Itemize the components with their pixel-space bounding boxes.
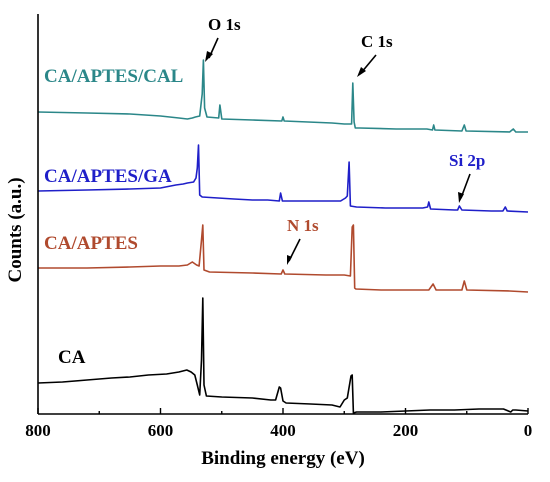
annotation-o1s: O 1s	[208, 15, 241, 34]
series-line-ca-aptes-ga	[37, 144, 529, 213]
arrow-si2p	[458, 173, 471, 203]
x-tick-label-800: 800	[25, 421, 51, 440]
arrow-n1s	[287, 238, 301, 265]
x-ticks: 800 600 400 200 0	[25, 408, 532, 440]
series-line-ca-aptes	[38, 224, 529, 293]
arrow-c1s	[357, 54, 377, 77]
series-label-ca-aptes: CA/APTES	[44, 233, 138, 254]
y-axis-title: Counts (a.u.)	[5, 177, 26, 282]
x-tick-label-400: 400	[270, 421, 296, 440]
series-label-ca-aptes-ga: CA/APTES/GA	[44, 166, 172, 187]
series-label-ca-aptes-cal: CA/APTES/CAL	[44, 66, 183, 87]
annotation-c1s: C 1s	[361, 32, 393, 51]
series-line-ca	[37, 297, 529, 414]
x-tick-label-600: 600	[148, 421, 174, 440]
series-label-ca: CA	[58, 347, 86, 368]
x-tick-label-200: 200	[393, 421, 419, 440]
series-layer	[37, 59, 529, 414]
x-tick-label-0: 0	[524, 421, 533, 440]
series-line-ca-aptes-cal	[37, 59, 528, 133]
x-axis-title: Binding energy (eV)	[201, 448, 365, 469]
annotation-n1s: N 1s	[287, 216, 319, 235]
annotation-si2p: Si 2p	[449, 151, 485, 170]
arrow-o1s	[205, 37, 219, 62]
